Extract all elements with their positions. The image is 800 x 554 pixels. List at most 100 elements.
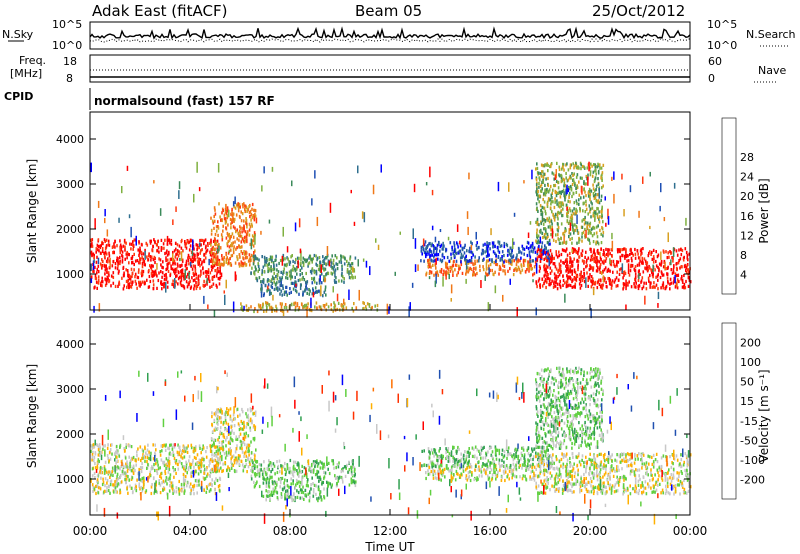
power-cell	[93, 253, 95, 257]
velocity-cell	[351, 459, 353, 463]
power-cell	[511, 259, 514, 263]
power-cell	[571, 247, 574, 251]
power-cell	[600, 174, 603, 178]
power-cell	[233, 219, 235, 223]
velocity-cell	[235, 437, 237, 441]
power-cell	[524, 259, 527, 263]
velocity-cell	[131, 491, 134, 495]
power-cell	[651, 250, 653, 254]
velocity-cell	[312, 470, 315, 474]
velocity-cell	[112, 483, 114, 487]
power-cell	[592, 187, 595, 191]
power-cell	[112, 245, 114, 249]
power-cell	[148, 252, 150, 256]
power-cell	[305, 284, 307, 288]
power-cell	[551, 196, 553, 200]
velocity-cell	[183, 465, 185, 469]
power-cell	[348, 270, 350, 274]
power-cell	[130, 280, 132, 284]
power-cell	[681, 285, 684, 289]
velocity-cell	[268, 468, 270, 472]
colorbar-tick-label: 4	[740, 268, 747, 281]
power-cell	[592, 225, 594, 229]
power-cell	[240, 263, 242, 267]
power-cell	[545, 269, 548, 273]
power-cell	[564, 293, 566, 303]
power-cell	[536, 228, 538, 232]
power-cell	[102, 259, 104, 264]
power-cell	[117, 257, 119, 261]
power-cell	[272, 294, 274, 301]
power-cell	[574, 164, 576, 168]
velocity-cell	[175, 486, 178, 490]
power-cell	[605, 280, 607, 284]
power-cell	[532, 259, 534, 263]
velocity-cell	[218, 416, 221, 420]
power-cell	[477, 259, 480, 263]
power-cell	[517, 258, 520, 262]
power-cell	[581, 259, 584, 263]
power-cell	[207, 268, 210, 272]
power-cell	[498, 272, 500, 276]
power-cell	[334, 304, 337, 308]
power-cell	[470, 256, 473, 260]
power-cell	[420, 245, 423, 249]
freq-label-1: Freq.	[19, 54, 46, 67]
power-cell	[607, 248, 609, 252]
power-cell	[531, 267, 533, 271]
power-cell	[639, 272, 641, 276]
power-cell	[108, 251, 110, 255]
colorbar-tick-label: 8	[740, 249, 747, 262]
power-cell	[117, 271, 120, 275]
power-cell	[560, 236, 562, 240]
power-cell	[548, 220, 551, 224]
power-cell	[119, 245, 121, 249]
power-cell	[601, 271, 603, 275]
power-cell	[449, 269, 452, 273]
velocity-cell	[183, 491, 186, 495]
power-cell	[315, 269, 318, 273]
power-cell	[616, 270, 618, 274]
power-cell	[218, 243, 220, 247]
velocity-cell	[189, 466, 192, 470]
power-cell	[299, 273, 301, 277]
power-cell	[130, 247, 132, 251]
velocity-cell	[258, 474, 261, 478]
velocity-cell	[301, 470, 304, 474]
velocity-cell	[206, 466, 208, 470]
power-cell	[568, 275, 570, 279]
power-cell	[275, 274, 277, 279]
velocity-cell	[230, 464, 233, 468]
power-cell	[586, 271, 588, 275]
power-cell	[247, 230, 249, 234]
power-cell	[523, 252, 525, 256]
velocity-cell	[167, 459, 169, 463]
velocity-cell	[125, 445, 127, 449]
velocity-cell	[354, 467, 356, 471]
power-cell	[138, 259, 141, 263]
velocity-cell	[219, 432, 221, 436]
power-cell	[592, 212, 595, 216]
power-cell	[587, 284, 589, 288]
power-cell	[251, 216, 254, 220]
power-cell	[245, 304, 248, 308]
velocity-cell	[96, 466, 99, 470]
power-cell	[341, 271, 343, 275]
power-cell	[330, 303, 332, 307]
power-cell	[301, 277, 303, 281]
power-cell	[589, 166, 591, 170]
power-cell	[600, 194, 603, 198]
velocity-cell	[233, 431, 235, 435]
velocity-cell	[155, 462, 157, 466]
power-cell	[548, 279, 551, 283]
velocity-cell	[101, 482, 104, 487]
power-cell	[140, 250, 143, 254]
power-cell	[531, 169, 533, 180]
power-cell	[203, 284, 205, 288]
power-cell	[243, 235, 246, 239]
power-cell	[487, 302, 490, 312]
power-cell	[434, 246, 436, 250]
power-cell	[269, 289, 271, 293]
power-cell	[672, 259, 674, 263]
power-cell	[311, 198, 313, 206]
